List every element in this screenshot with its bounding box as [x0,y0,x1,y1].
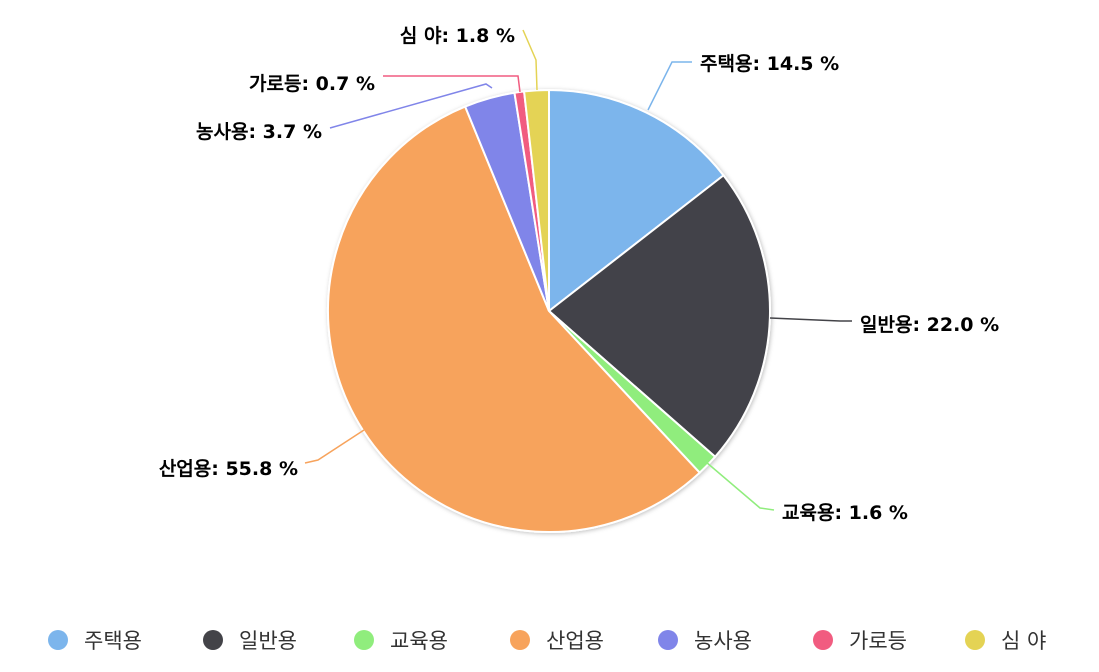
pie-slice-심야[interactable] [522,88,550,312]
connector-산업용 [304,429,365,464]
data-label-산업용: 산업용: 55.8 % [159,458,298,480]
data-label-농사용: 농사용: 3.7 % [196,121,322,143]
legend-item-가로등[interactable]: 가로등 [813,629,907,653]
legend-item-심야[interactable]: 심 야 [965,629,1046,653]
pie-slice-일반용[interactable] [547,173,771,459]
legend-marker [203,630,223,650]
legend-item-산업용[interactable]: 산업용 [510,629,604,653]
connector-주택용 [647,61,692,111]
legend-label: 심 야 [1001,629,1046,653]
legend-marker [813,630,833,650]
legend-item-농사용[interactable]: 농사용 [658,629,752,653]
pie-slice-주택용[interactable] [548,88,725,314]
legend-label: 농사용 [694,629,752,653]
legend-marker [510,630,530,650]
legend-item-일반용[interactable]: 일반용 [203,629,297,653]
data-label-심야: 심 야: 1.8 % [400,25,515,47]
connector-농사용 [329,83,493,129]
connector-일반용 [769,317,852,322]
legend-label: 일반용 [239,629,297,653]
data-label-교육용: 교육용: 1.6 % [782,502,908,524]
legend-label: 주택용 [84,629,142,653]
connector-교육용 [705,461,775,511]
connector-가로등 [383,75,521,93]
legend-label: 교육용 [390,629,448,653]
legend-item-교육용[interactable]: 교육용 [354,629,448,653]
data-label-일반용: 일반용: 22.0 % [860,314,999,336]
data-label-가로등: 가로등: 0.7 % [249,73,375,95]
connector-심야 [522,29,538,91]
legend-item-주택용[interactable]: 주택용 [48,629,142,653]
legend-marker [965,630,985,650]
legend-marker [48,630,68,650]
data-label-주택용: 주택용: 14.5 % [700,53,839,75]
legend-marker [658,630,678,650]
legend-label: 가로등 [849,629,907,653]
legend-label: 산업용 [546,629,604,653]
legend-marker [354,630,374,650]
